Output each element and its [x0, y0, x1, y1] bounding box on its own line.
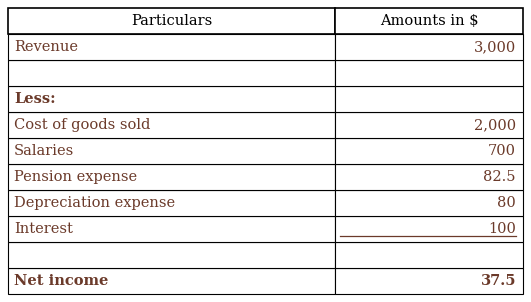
Bar: [8, 34, 335, 60]
Text: Cost of goods sold: Cost of goods sold: [14, 118, 150, 132]
Text: 37.5: 37.5: [481, 274, 516, 288]
Text: Particulars: Particulars: [131, 14, 212, 28]
Text: Pension expense: Pension expense: [14, 170, 137, 184]
Text: 2,000: 2,000: [474, 118, 516, 132]
Bar: [335, 190, 523, 216]
Text: Depreciation expense: Depreciation expense: [14, 196, 175, 210]
Bar: [335, 86, 523, 112]
Text: Revenue: Revenue: [14, 40, 78, 54]
Bar: [335, 112, 523, 138]
Bar: [335, 34, 523, 60]
Bar: [8, 216, 335, 242]
Bar: [335, 60, 523, 86]
Bar: [335, 216, 523, 242]
Bar: [8, 112, 335, 138]
Bar: [8, 190, 335, 216]
Bar: [335, 268, 523, 294]
Text: Amounts in $: Amounts in $: [380, 14, 478, 28]
Bar: [8, 60, 335, 86]
Bar: [8, 242, 335, 268]
Text: Net income: Net income: [14, 274, 108, 288]
Text: Salaries: Salaries: [14, 144, 74, 158]
Bar: [8, 268, 335, 294]
Text: 80: 80: [497, 196, 516, 210]
Bar: [335, 242, 523, 268]
Bar: [335, 138, 523, 164]
Text: 82.5: 82.5: [484, 170, 516, 184]
Bar: [8, 138, 335, 164]
Bar: [335, 8, 523, 34]
Bar: [8, 164, 335, 190]
Text: Interest: Interest: [14, 222, 73, 236]
Text: Less:: Less:: [14, 92, 56, 106]
Bar: [8, 86, 335, 112]
Bar: [335, 164, 523, 190]
Text: 700: 700: [488, 144, 516, 158]
Text: 100: 100: [488, 222, 516, 236]
Bar: [8, 8, 335, 34]
Text: 3,000: 3,000: [474, 40, 516, 54]
